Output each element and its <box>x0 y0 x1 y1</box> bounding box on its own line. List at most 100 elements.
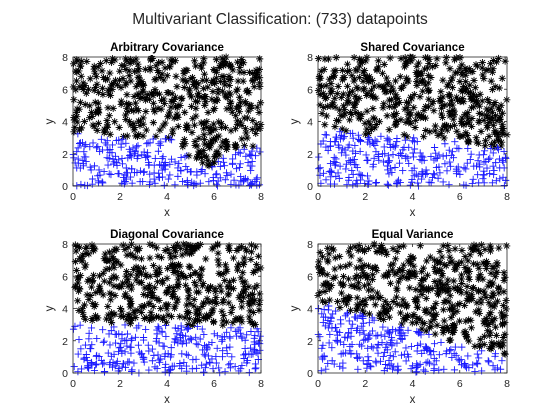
point-star <box>483 105 491 113</box>
point-plus <box>328 357 336 365</box>
point-star <box>450 121 459 129</box>
point-star <box>375 118 384 126</box>
point-plus <box>360 330 368 338</box>
point-star <box>374 57 382 65</box>
point-plus <box>161 350 169 358</box>
point-plus <box>435 151 443 159</box>
point-star <box>345 295 353 303</box>
point-plus <box>80 355 88 363</box>
point-star <box>472 61 480 69</box>
point-plus <box>490 166 498 175</box>
point-star <box>411 123 419 132</box>
point-star <box>208 136 216 144</box>
point-star <box>79 85 87 94</box>
point-star <box>219 138 227 146</box>
point-star <box>171 93 180 101</box>
point-star <box>496 113 504 121</box>
point-star <box>494 54 503 63</box>
point-star <box>157 105 165 113</box>
point-star <box>161 119 169 127</box>
point-plus <box>142 325 150 334</box>
point-star <box>317 266 325 274</box>
point-star <box>151 108 159 116</box>
point-star <box>498 120 506 128</box>
point-star <box>443 280 451 288</box>
y-tick-label: 4 <box>307 304 313 316</box>
point-star <box>235 244 243 252</box>
point-star <box>346 306 355 314</box>
point-plus <box>155 339 163 347</box>
point-star <box>445 108 453 116</box>
point-plus <box>359 319 368 327</box>
point-star <box>398 301 406 309</box>
point-plus <box>74 368 82 376</box>
point-star <box>188 128 196 137</box>
point-star <box>167 103 175 111</box>
point-star <box>472 242 480 250</box>
point-star <box>220 312 228 320</box>
point-plus <box>77 180 85 189</box>
point-star <box>239 59 248 67</box>
point-plus <box>347 324 355 333</box>
point-plus <box>377 132 385 140</box>
point-plus <box>322 176 330 184</box>
point-star <box>147 55 155 63</box>
point-star <box>102 57 110 65</box>
point-star <box>187 102 196 111</box>
point-star <box>408 319 416 327</box>
point-star <box>410 90 418 99</box>
point-plus <box>401 332 409 340</box>
point-star <box>463 296 471 304</box>
point-star <box>146 299 154 307</box>
point-plus <box>322 131 331 139</box>
point-star <box>339 90 347 98</box>
point-star <box>155 90 164 98</box>
point-star <box>345 67 353 75</box>
point-star <box>428 285 436 293</box>
point-star <box>132 244 140 252</box>
point-star <box>214 249 222 257</box>
point-plus <box>498 156 506 165</box>
point-star <box>341 294 349 302</box>
point-plus <box>100 337 108 345</box>
point-plus <box>244 176 252 184</box>
point-plus <box>117 340 125 348</box>
point-star <box>491 98 499 107</box>
point-star <box>322 82 330 90</box>
point-star <box>404 311 412 319</box>
point-plus <box>379 158 388 166</box>
point-plus <box>439 152 447 160</box>
point-star <box>73 113 81 121</box>
point-plus <box>93 334 101 343</box>
point-star <box>186 271 195 280</box>
point-star <box>448 306 456 314</box>
point-star <box>85 275 93 284</box>
point-star <box>210 120 218 128</box>
point-star <box>374 63 383 71</box>
point-plus <box>469 361 477 369</box>
point-star <box>137 255 146 263</box>
point-star <box>476 90 484 98</box>
point-star <box>399 272 407 280</box>
point-star <box>318 297 327 305</box>
point-plus <box>202 360 210 368</box>
point-star <box>132 254 140 262</box>
point-star <box>199 76 207 84</box>
point-plus <box>356 329 364 337</box>
point-star <box>93 126 101 134</box>
point-star <box>398 320 406 328</box>
point-star <box>420 106 428 115</box>
point-star <box>212 152 220 160</box>
point-plus <box>440 365 448 373</box>
point-star <box>365 118 373 126</box>
point-star <box>423 64 432 72</box>
point-star <box>177 244 185 253</box>
point-plus <box>126 151 134 160</box>
point-star <box>498 109 507 117</box>
point-plus <box>138 349 146 358</box>
point-plus <box>201 170 209 178</box>
point-star <box>225 242 233 250</box>
point-star <box>351 92 359 100</box>
point-star <box>80 312 88 321</box>
